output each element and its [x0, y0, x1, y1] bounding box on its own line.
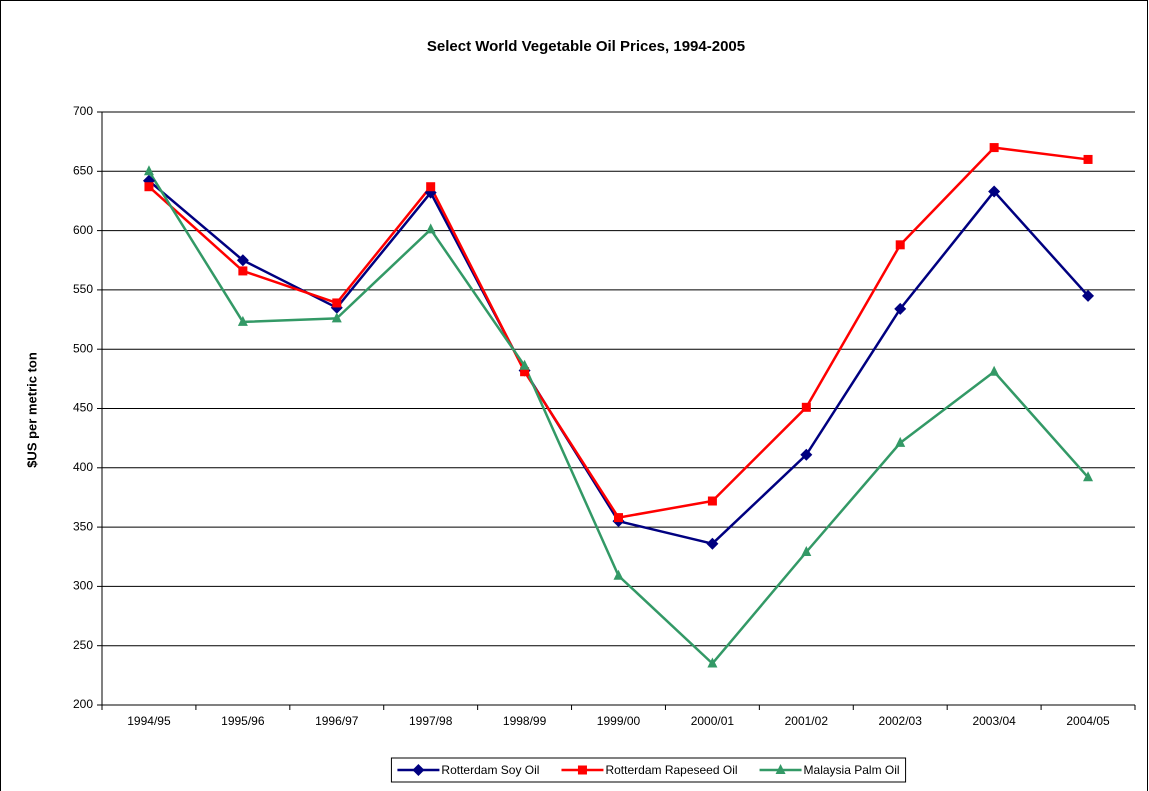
marker — [614, 513, 623, 523]
marker — [144, 182, 154, 192]
marker — [775, 764, 786, 774]
y-tick-label: 650 — [73, 163, 93, 177]
marker — [707, 496, 717, 506]
y-tick-label: 200 — [73, 697, 93, 711]
x-tick-label: 2000/01 — [691, 714, 735, 728]
y-tick-label: 600 — [73, 223, 93, 237]
chart-title: Select World Vegetable Oil Prices, 1994-… — [427, 38, 745, 55]
legend-item: Malaysia Palm Oil — [759, 763, 900, 777]
marker — [237, 315, 248, 326]
marker — [426, 182, 436, 192]
marker — [1083, 154, 1093, 164]
marker — [989, 365, 1000, 376]
marker — [988, 185, 1001, 198]
marker — [236, 254, 249, 267]
marker — [894, 302, 907, 315]
x-tick-label: 2003/04 — [972, 714, 1016, 728]
marker — [425, 223, 436, 234]
x-tick-label: 2002/03 — [879, 714, 923, 728]
marker — [331, 312, 342, 323]
legend-box — [390, 757, 907, 783]
marker — [801, 546, 812, 557]
marker — [1083, 471, 1094, 482]
marker — [519, 359, 530, 370]
y-tick-label: 550 — [73, 282, 93, 296]
y-tick-label: 500 — [73, 341, 93, 355]
y-axis-label: $US per metric ton — [24, 352, 39, 468]
x-tick-label: 2001/02 — [785, 714, 829, 728]
marker — [412, 764, 425, 776]
y-tick-label: 250 — [73, 638, 93, 652]
legend-label: Rotterdam Rapeseed Oil — [605, 763, 737, 777]
legend: Rotterdam Soy Oil Rotterdam Rapeseed Oil M… — [390, 757, 907, 783]
x-tick-label: 1996/97 — [315, 714, 359, 728]
y-tick-label: 300 — [73, 579, 93, 593]
marker — [895, 436, 906, 447]
y-tick-label: 700 — [73, 104, 93, 118]
marker — [613, 569, 624, 580]
x-tick-label: 1998/99 — [503, 714, 547, 728]
legend-item: Rotterdam Soy Oil — [397, 763, 539, 777]
marker — [143, 165, 154, 176]
marker — [332, 298, 342, 308]
legend-label: Malaysia Palm Oil — [804, 763, 900, 777]
x-tick-label: 1994/95 — [127, 714, 171, 728]
marker — [238, 266, 248, 276]
legend-item: Rotterdam Rapeseed Oil — [561, 763, 738, 777]
y-tick-label: 350 — [73, 519, 93, 533]
x-tick-label: 2004/05 — [1066, 714, 1110, 728]
x-tick-label: 1995/96 — [221, 714, 265, 728]
y-tick-label: 400 — [73, 460, 93, 474]
marker — [895, 240, 905, 250]
x-tick-label: 1999/00 — [597, 714, 641, 728]
x-tick-label: 1997/98 — [409, 714, 453, 728]
marker — [989, 143, 999, 153]
marker — [577, 765, 587, 775]
marker — [1082, 289, 1095, 302]
marker — [707, 657, 718, 668]
marker — [801, 402, 811, 412]
legend-label: Rotterdam Soy Oil — [441, 763, 539, 777]
y-tick-label: 450 — [73, 401, 93, 415]
marker — [706, 537, 719, 550]
marker — [520, 367, 530, 377]
marker — [800, 448, 813, 461]
